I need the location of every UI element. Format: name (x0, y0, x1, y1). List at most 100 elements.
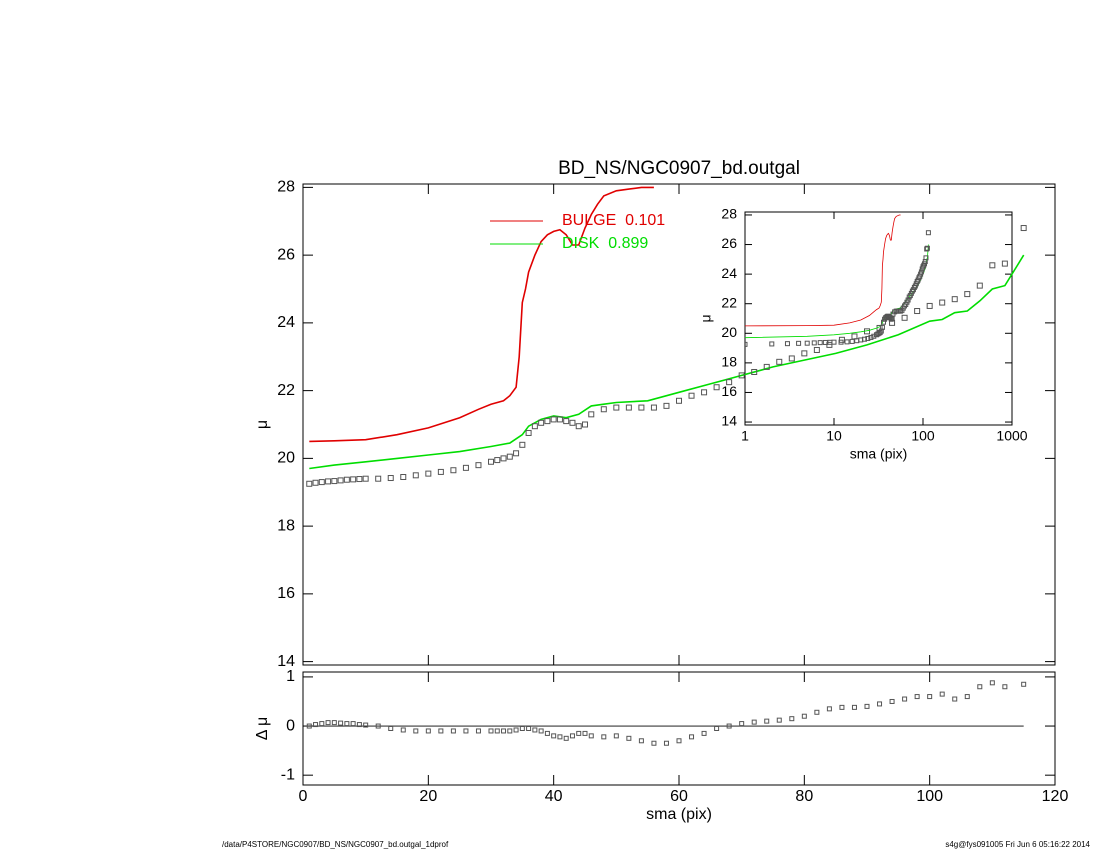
data-point (650, 404, 657, 411)
residual-point (388, 726, 394, 731)
data-point (519, 441, 526, 448)
data-point (964, 291, 971, 298)
data-point (688, 392, 695, 399)
data-point (918, 269, 924, 275)
residual-point (532, 727, 538, 733)
plot-area (745, 214, 931, 347)
data-point (400, 474, 407, 481)
data-point (868, 334, 874, 340)
data-point (387, 475, 394, 482)
data-point (813, 346, 820, 353)
data-point (831, 339, 837, 345)
residual-point (519, 726, 525, 731)
data-point (494, 457, 501, 464)
profile-line (745, 214, 901, 327)
residual-point (425, 728, 431, 734)
x-tick-label: 0 (299, 788, 308, 805)
data-point (811, 340, 817, 346)
residual-point (663, 740, 669, 746)
data-point (544, 418, 551, 425)
data-point (375, 475, 382, 482)
residual-point (1021, 681, 1027, 687)
data-point (838, 339, 844, 345)
data-point (796, 340, 802, 346)
plot-area (306, 186, 1027, 487)
data-point (331, 478, 338, 485)
residual-point (626, 735, 632, 741)
residual-point (438, 728, 444, 734)
data-point (412, 472, 419, 479)
residual-point (701, 730, 707, 736)
residual-point (927, 694, 933, 700)
data-point (488, 458, 494, 465)
y-axis-label: μ (254, 420, 271, 429)
data-point (923, 255, 929, 261)
residual-point (977, 684, 983, 690)
data-point (879, 324, 885, 330)
data-point (924, 246, 930, 252)
residual-point (714, 726, 720, 731)
data-point (801, 350, 808, 357)
profile-line (309, 254, 1025, 470)
footer-left: /data/P4STORE/NGC0907/BD_NS/NGC0907_bd.o… (222, 840, 449, 849)
residual-point (814, 709, 820, 715)
x-tick-label: 100 (911, 428, 935, 444)
data-point (924, 245, 930, 251)
data-point (713, 384, 720, 391)
residual-point (613, 733, 619, 739)
y-tick-label: 24 (277, 314, 295, 331)
data-point (751, 368, 758, 375)
profile-line (309, 186, 654, 443)
data-point (776, 358, 783, 365)
x-tick-label: 60 (670, 788, 688, 805)
residual-point (475, 728, 481, 734)
data-point (745, 341, 748, 347)
residual-point (1002, 684, 1008, 690)
y-tick-label: 20 (277, 450, 295, 467)
data-point (613, 404, 620, 411)
data-point (531, 423, 538, 430)
data-point (588, 411, 595, 418)
y-tick-label: 22 (721, 294, 737, 310)
residual-point (356, 722, 362, 728)
y-tick-label: 0 (286, 717, 295, 734)
y-tick-label: 14 (277, 653, 295, 670)
residual-point (851, 704, 857, 710)
data-point (877, 330, 883, 336)
data-point (788, 355, 795, 362)
residual-point (588, 733, 594, 739)
data-point (513, 450, 520, 457)
residual-point (902, 696, 908, 702)
data-point (500, 455, 507, 462)
data-point (784, 341, 790, 347)
residual-point (313, 722, 319, 728)
data-point (726, 379, 733, 386)
residual-point (789, 716, 795, 722)
data-point (914, 308, 921, 315)
data-point (844, 339, 850, 345)
data-point (861, 336, 867, 342)
residual-point (726, 723, 732, 729)
data-point (563, 418, 570, 425)
footer-right: s4g@fys091005 Fri Jun 6 05:16:22 2014 (945, 840, 1090, 849)
residual-point (413, 728, 419, 734)
y-tick-label: 16 (277, 585, 295, 602)
residual-point (576, 730, 582, 736)
y-axis-label: Δ μ (254, 717, 271, 740)
data-point (638, 404, 645, 411)
data-point (822, 339, 828, 345)
x-tick-label: 80 (795, 788, 813, 805)
data-point (575, 423, 582, 430)
data-point (976, 282, 983, 289)
residual-point (864, 703, 870, 709)
x-tick-label: 1 (741, 428, 749, 444)
data-point (676, 397, 682, 404)
residual-point (952, 696, 958, 702)
data-point (337, 477, 344, 484)
residual-point (488, 728, 494, 734)
plot-area (306, 680, 1027, 746)
y-axis-label: μ (698, 314, 714, 322)
data-point (306, 480, 313, 487)
y-tick-label: 18 (721, 354, 737, 370)
data-point (600, 406, 607, 413)
